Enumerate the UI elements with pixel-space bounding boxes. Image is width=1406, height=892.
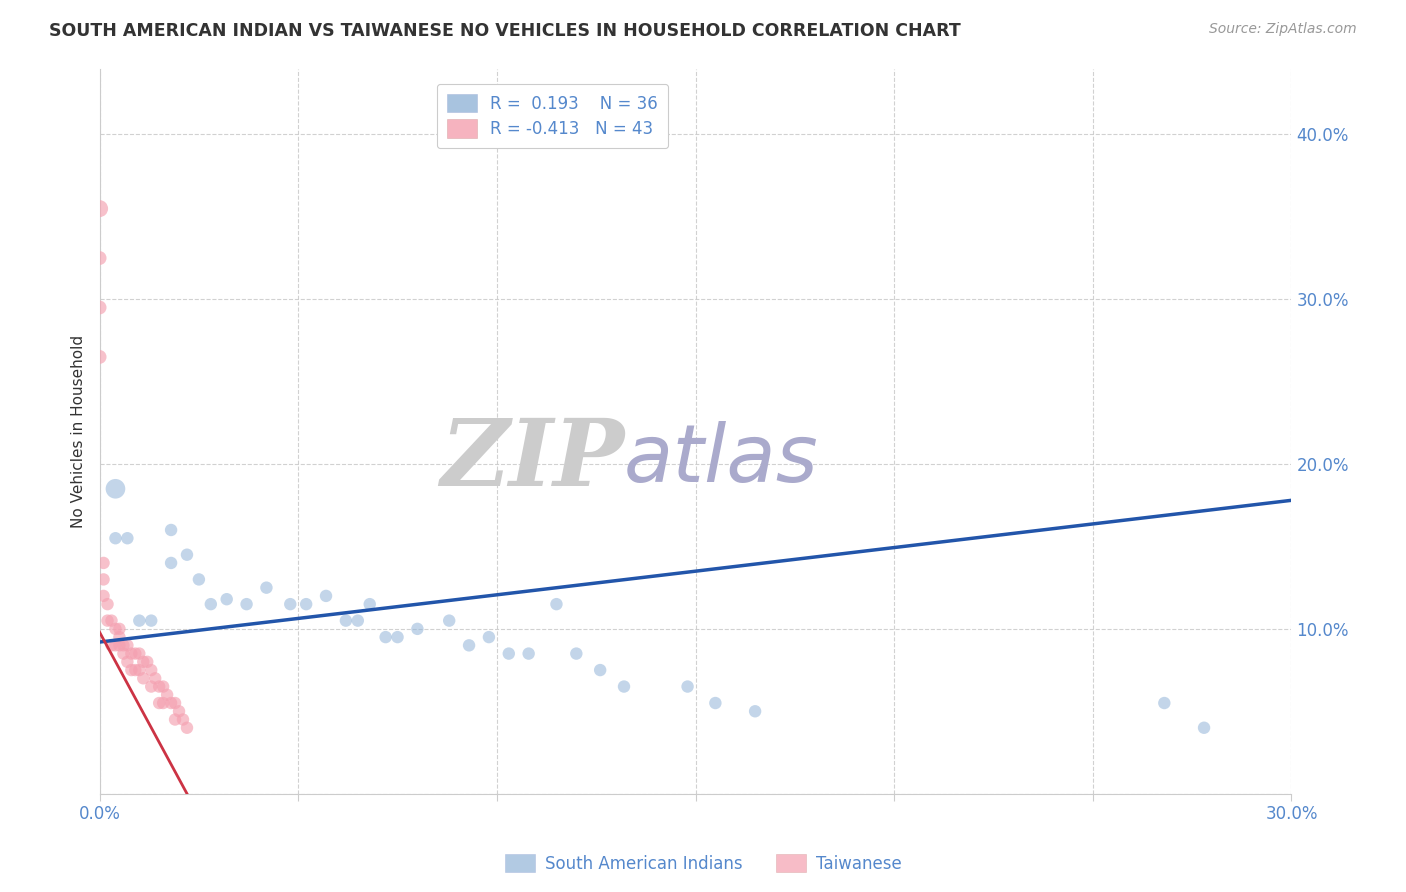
Point [148,680,170,694]
Point [100,638,122,652]
Point [335,614,357,628]
Point [160,696,183,710]
Point [132,671,155,685]
Point [112,647,135,661]
Point [704,696,727,710]
Point [295,597,318,611]
Point [148,696,170,710]
Point [458,638,481,652]
Point [346,614,368,628]
Point [167,704,190,718]
Point [478,630,501,644]
Point [256,581,278,595]
Point [128,663,150,677]
Point [104,622,127,636]
Text: ZIP: ZIP [440,415,624,505]
Point [187,573,209,587]
Point [143,671,166,685]
Point [374,630,396,644]
Point [589,663,612,677]
Point [235,597,257,611]
Point [100,614,122,628]
Legend: South American Indians, Taiwanese: South American Indians, Taiwanese [498,847,908,880]
Point [141,663,163,677]
Point [156,688,179,702]
Point [176,721,198,735]
Text: SOUTH AMERICAN INDIAN VS TAIWANESE NO VEHICLES IN HOUSEHOLD CORRELATION CHART: SOUTH AMERICAN INDIAN VS TAIWANESE NO VE… [49,22,960,40]
Point [744,704,766,718]
Point [172,713,194,727]
Point [93,556,115,570]
Point [165,696,187,710]
Point [89,202,111,216]
Point [387,630,409,644]
Point [93,573,115,587]
Point [160,556,183,570]
Point [160,523,183,537]
Point [104,638,127,652]
Point [117,531,139,545]
Point [128,614,150,628]
Point [104,531,127,545]
Point [93,589,115,603]
Point [406,622,429,636]
Point [1153,696,1175,710]
Point [96,597,118,611]
Point [124,647,146,661]
Point [165,713,187,727]
Text: Source: ZipAtlas.com: Source: ZipAtlas.com [1209,22,1357,37]
Point [676,680,699,694]
Point [117,655,139,669]
Text: atlas: atlas [624,421,818,500]
Point [124,663,146,677]
Point [278,597,301,611]
Point [565,647,588,661]
Point [152,696,174,710]
Point [141,680,163,694]
Legend: R =  0.193    N = 36, R = -0.413   N = 43: R = 0.193 N = 36, R = -0.413 N = 43 [437,84,668,148]
Point [613,680,636,694]
Point [359,597,381,611]
Point [215,592,238,607]
Point [117,638,139,652]
Point [89,301,111,315]
Y-axis label: No Vehicles in Household: No Vehicles in Household [72,334,86,528]
Point [89,251,111,265]
Point [89,350,111,364]
Point [152,680,174,694]
Point [1192,721,1215,735]
Point [141,614,163,628]
Point [108,630,131,644]
Point [104,482,127,496]
Point [120,647,142,661]
Point [108,638,131,652]
Point [517,647,540,661]
Point [136,655,159,669]
Point [437,614,460,628]
Point [108,622,131,636]
Point [176,548,198,562]
Point [96,614,118,628]
Point [200,597,222,611]
Point [498,647,520,661]
Point [112,638,135,652]
Point [546,597,568,611]
Point [132,655,155,669]
Point [315,589,337,603]
Point [128,647,150,661]
Point [120,663,142,677]
